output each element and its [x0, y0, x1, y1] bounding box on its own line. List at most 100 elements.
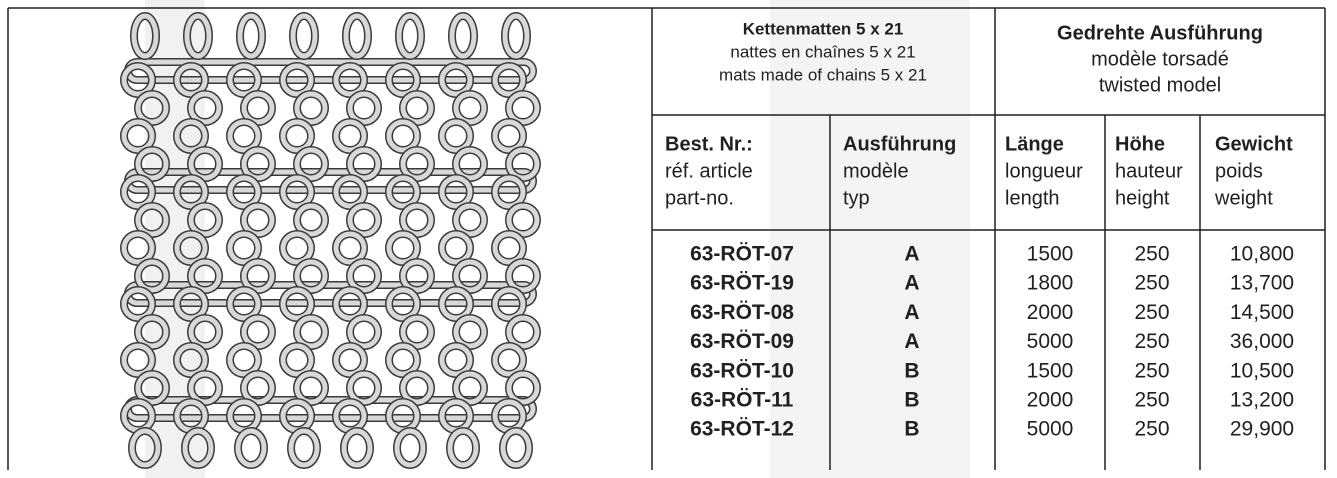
chain-link: [174, 175, 208, 209]
chain-link: [174, 119, 208, 153]
chain-link: [333, 63, 367, 97]
chain-link: [188, 371, 222, 405]
chain-link: [347, 315, 381, 349]
chain-link: [439, 63, 473, 97]
cell-text: length: [1005, 187, 1060, 209]
chain-link: [347, 259, 381, 293]
chain-link: [121, 343, 155, 377]
chain-link: [294, 203, 328, 237]
chain-link: [333, 119, 367, 153]
chain-link: [386, 175, 420, 209]
cell-text: 1800: [1027, 272, 1074, 295]
chain-link: [174, 63, 208, 97]
chain-link: [121, 119, 155, 153]
chain-link: [502, 13, 530, 59]
chain-link: [449, 13, 477, 59]
chain-link: [492, 63, 526, 97]
cell-text: Gedrehte Ausführung: [1057, 22, 1263, 44]
chain-link: [237, 13, 265, 59]
chain-link: [492, 175, 526, 209]
chain-link: [439, 119, 473, 153]
cell-text: modèle: [843, 160, 909, 182]
chain-link: [492, 287, 526, 321]
chain-link: [188, 315, 222, 349]
cell-text: 63-RÖT-10: [690, 359, 794, 382]
chain-link: [439, 343, 473, 377]
cell-text: A: [904, 330, 919, 353]
chain-link: [121, 231, 155, 265]
chain-link: [386, 343, 420, 377]
chain-link: [506, 147, 540, 181]
cell-text: 63-RÖT-08: [690, 301, 794, 324]
chain-link: [453, 315, 487, 349]
cell-text: hauteur: [1115, 160, 1183, 182]
chain-link: [394, 428, 426, 468]
cell-text: 2000: [1027, 301, 1074, 324]
cell-text: 1500: [1027, 359, 1074, 382]
chain-link: [241, 147, 275, 181]
cell-text: 63-RÖT-11: [691, 389, 794, 412]
chain-link: [347, 203, 381, 237]
chain-link: [294, 91, 328, 125]
chain-link: [294, 371, 328, 405]
cell-text: Gewicht: [1215, 133, 1293, 155]
chain-link: [492, 119, 526, 153]
chain-link: [396, 13, 424, 59]
chain-link: [280, 63, 314, 97]
chain-link: [188, 147, 222, 181]
chain-link: [386, 231, 420, 265]
cell-text: 10,500: [1230, 359, 1294, 382]
chain-link: [453, 259, 487, 293]
chain-link: [294, 147, 328, 181]
cell-text: 13,200: [1230, 389, 1294, 412]
chain-link: [121, 175, 155, 209]
chain-link: [188, 259, 222, 293]
cell-text: 250: [1134, 330, 1169, 353]
cell-text: 1500: [1027, 243, 1074, 266]
chain-link: [174, 287, 208, 321]
chain-link: [506, 315, 540, 349]
chain-link: [453, 203, 487, 237]
cell-text: 29,900: [1230, 418, 1294, 441]
cell-text: typ: [843, 187, 870, 209]
chain-mat-illustration: [120, 12, 541, 469]
chain-link: [241, 315, 275, 349]
chain-link: [400, 147, 434, 181]
cell-text: Höhe: [1115, 133, 1165, 155]
cell-text: 36,000: [1230, 330, 1294, 353]
cell-text: 2000: [1027, 389, 1074, 412]
cell-text: part-no.: [665, 187, 734, 209]
cell-text: 63-RÖT-12: [690, 418, 794, 441]
chain-link: [188, 91, 222, 125]
chain-link: [506, 91, 540, 125]
cell-text: 250: [1134, 359, 1169, 382]
chain-link: [290, 13, 318, 59]
chain-link: [500, 428, 532, 468]
chain-link: [400, 371, 434, 405]
chain-link: [386, 119, 420, 153]
chain-link: [241, 371, 275, 405]
chain-link: [400, 91, 434, 125]
chain-link: [121, 287, 155, 321]
chain-link: [280, 343, 314, 377]
chain-link: [447, 428, 479, 468]
chain-link: [341, 428, 373, 468]
chain-link: [280, 287, 314, 321]
cell-text: 14,500: [1230, 301, 1294, 324]
chain-link: [386, 63, 420, 97]
chain-link: [294, 315, 328, 349]
chain-link: [227, 175, 261, 209]
chain-link: [333, 231, 367, 265]
cell-text: 250: [1134, 418, 1169, 441]
cell-text: mats made of chains 5 x 21: [719, 65, 927, 84]
chain-link: [129, 428, 161, 468]
chain-link: [333, 287, 367, 321]
chain-link: [343, 13, 371, 59]
chain-link: [347, 91, 381, 125]
chain-link: [506, 371, 540, 405]
chain-link: [280, 119, 314, 153]
cell-text: 63-RÖT-07: [690, 243, 794, 266]
chain-link: [347, 147, 381, 181]
chain-link: [121, 63, 155, 97]
